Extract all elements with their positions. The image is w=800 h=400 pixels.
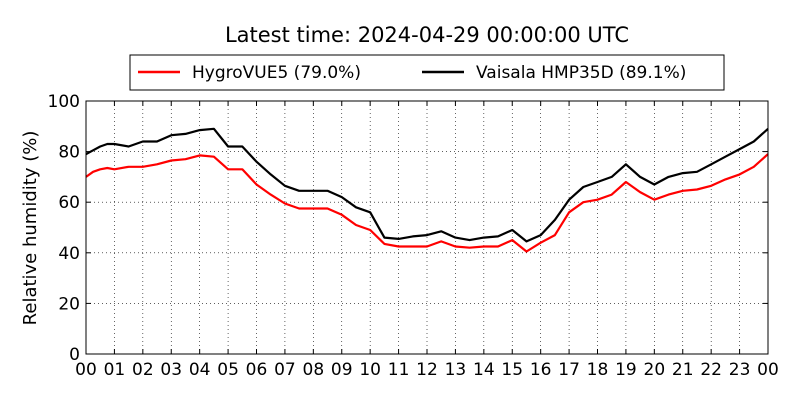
x-tick-label: 02 (132, 360, 154, 380)
x-axis-ticks: 00 01 02 03 04 05 06 07 08 09 10 11 12 13 14 15 16 17 18 19… (75, 101, 779, 380)
x-tick-label: 09 (331, 360, 353, 380)
x-tick-label: 05 (217, 360, 239, 380)
y-tick-label: 0 (69, 345, 80, 365)
y-tick-label: 60 (58, 193, 80, 213)
y-tick-label: 100 (48, 92, 80, 112)
legend-label-vaisala: Vaisala HMP35D (89.1%) (476, 63, 686, 83)
y-tick-label: 80 (58, 143, 80, 163)
x-tick-label: 00 (757, 360, 779, 380)
x-tick-label: 21 (672, 360, 694, 380)
x-tick-label: 17 (558, 360, 580, 380)
series-line-vaisala-hmp35d-89-1 (85, 127, 769, 243)
series-layer (85, 127, 769, 253)
x-tick-label: 22 (700, 360, 722, 380)
legend: HygroVUE5 (79.0%) Vaisala HMP35D (89.1%) (129, 54, 725, 91)
x-tick-label: 07 (274, 360, 296, 380)
y-tick-label: 20 (58, 294, 80, 314)
x-tick-label: 04 (189, 360, 211, 380)
x-tick-label: 13 (445, 360, 467, 380)
plot-frame (85, 100, 769, 355)
x-tick-label: 01 (104, 360, 126, 380)
x-tick-label: 03 (160, 360, 182, 380)
grid (86, 101, 768, 354)
x-tick-label: 08 (303, 360, 325, 380)
y-axis-label: Relative humidity (%) (20, 131, 41, 326)
y-axis-ticks: 0 20 40 60 80 100 (48, 92, 768, 365)
y-tick-label: 40 (58, 244, 80, 264)
x-tick-label: 00 (75, 360, 97, 380)
x-tick-label: 11 (388, 360, 410, 380)
series-line-hygrovue5-79-0 (85, 153, 769, 253)
x-tick-label: 19 (615, 360, 637, 380)
x-tick-label: 06 (246, 360, 268, 380)
x-tick-label: 23 (729, 360, 751, 380)
x-tick-label: 16 (530, 360, 552, 380)
x-tick-label: 20 (644, 360, 666, 380)
x-tick-label: 14 (473, 360, 495, 380)
x-tick-label: 18 (587, 360, 609, 380)
x-tick-label: 10 (359, 360, 381, 380)
chart-title: Latest time: 2024-04-29 00:00:00 UTC (225, 23, 629, 47)
legend-label-hygrovue5: HygroVUE5 (79.0%) (192, 63, 361, 83)
x-tick-label: 12 (416, 360, 438, 380)
x-tick-label: 15 (501, 360, 523, 380)
